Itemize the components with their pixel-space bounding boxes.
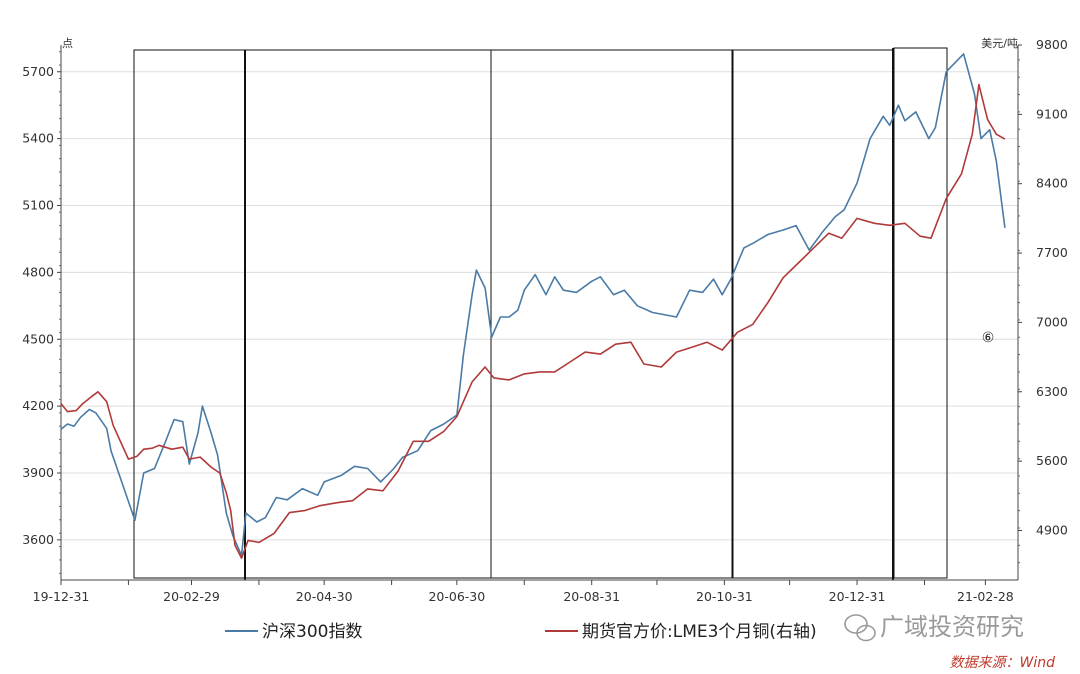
x-tick-label-4: 20-08-31 <box>563 589 620 604</box>
left-tick-label-7: 5700 <box>22 64 54 79</box>
legend-label-lme-copper: 期货官方价:LME3个月铜(右轴) <box>582 622 817 642</box>
legend: 沪深300指数 期货官方价:LME3个月铜(右轴) <box>225 622 817 642</box>
left-tick-label-4: 4800 <box>22 264 54 279</box>
x-axis-ticks: 19-12-31 20-02-29 20-04-30 20-06-30 20-08-31… <box>33 580 1014 604</box>
left-axis-ticks: 3600 3900 4200 4500 4800 5100 5400 5700 <box>22 51 61 574</box>
right-tick-label-7: 9800 <box>1036 37 1068 52</box>
right-axis-ticks: 4900 5600 6300 7000 7700 8400 9100 9800 <box>1018 37 1068 564</box>
wechat-icon <box>844 614 876 642</box>
watermark: 广域投资研究 <box>844 613 1024 642</box>
left-tick-label-3: 4500 <box>22 331 54 346</box>
x-tick-label-0: 19-12-31 <box>33 589 90 604</box>
left-axis-unit: 点 <box>62 37 73 50</box>
left-tick-label-6: 5400 <box>22 131 54 146</box>
axes <box>60 45 1019 581</box>
right-tick-label-6: 9100 <box>1036 106 1068 121</box>
x-tick-label-5: 20-10-31 <box>696 589 753 604</box>
annotation-circled-six: ⑥ <box>982 330 995 346</box>
right-tick-label-0: 4900 <box>1036 522 1068 537</box>
series-line-lme-copper <box>60 83 1006 560</box>
x-tick-label-7: 21-02-28 <box>957 589 1014 604</box>
legend-label-csi300: 沪深300指数 <box>262 622 362 642</box>
right-tick-label-3: 7000 <box>1036 314 1068 329</box>
series-line-csi300 <box>60 53 1006 557</box>
right-tick-label-4: 7700 <box>1036 245 1068 260</box>
series-layer <box>60 53 1006 560</box>
period-box-3 <box>490 49 733 579</box>
source-note: 数据来源：Wind <box>950 655 1056 671</box>
right-tick-label-5: 8400 <box>1036 176 1068 191</box>
left-tick-label-2: 4200 <box>22 398 54 413</box>
watermark-text: 广域投资研究 <box>880 613 1024 641</box>
x-tick-label-6: 20-12-31 <box>829 589 886 604</box>
x-tick-label-1: 20-02-29 <box>163 589 220 604</box>
x-tick-label-3: 20-06-30 <box>428 589 485 604</box>
right-tick-label-2: 6300 <box>1036 384 1068 399</box>
left-tick-label-5: 5100 <box>22 198 54 213</box>
left-tick-label-0: 3600 <box>22 532 54 547</box>
x-tick-label-2: 20-04-30 <box>296 589 353 604</box>
left-tick-label-1: 3900 <box>22 465 54 480</box>
right-tick-label-1: 5600 <box>1036 453 1068 468</box>
right-axis-unit: 美元/吨 <box>981 37 1018 50</box>
